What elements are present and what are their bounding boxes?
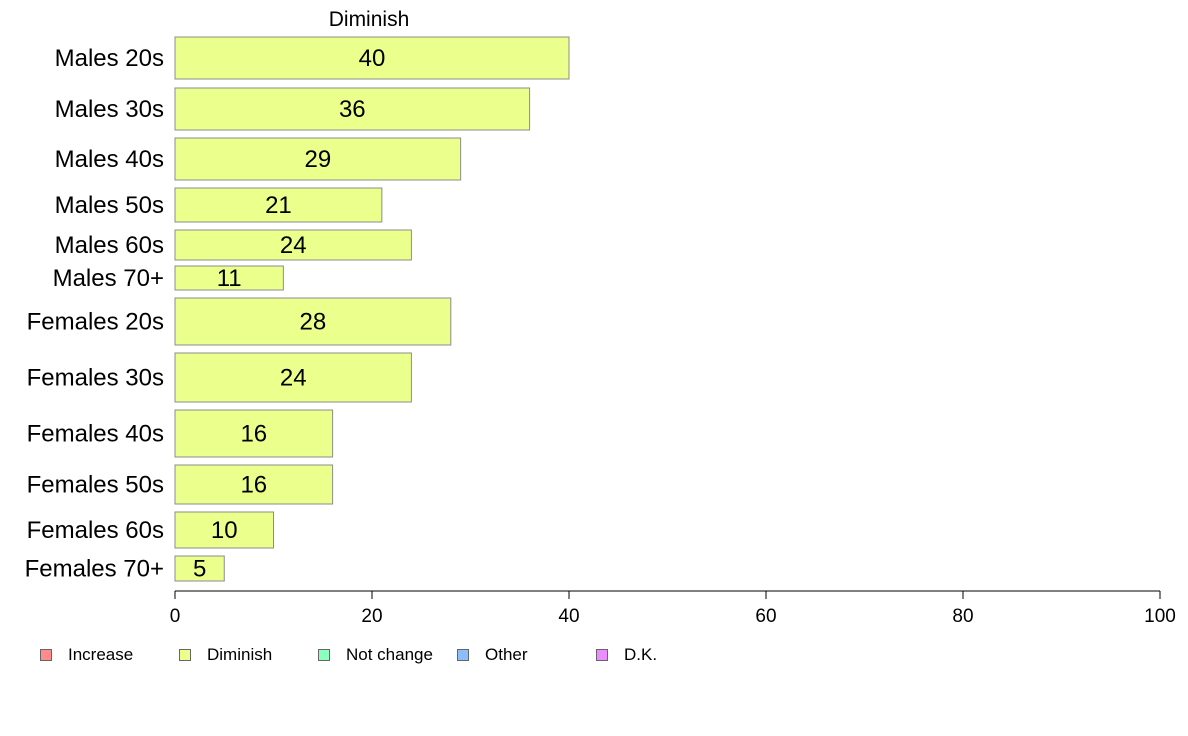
legend-swatch bbox=[596, 649, 608, 661]
category-label: Males 60s bbox=[55, 232, 164, 259]
bar bbox=[174, 352, 412, 403]
data-label: 5 bbox=[193, 556, 206, 583]
legend-label: D.K. bbox=[624, 645, 658, 664]
data-label: 24 bbox=[280, 365, 307, 392]
legend-label: Not change bbox=[346, 645, 433, 664]
legend-label: Diminish bbox=[207, 645, 273, 664]
bar bbox=[174, 187, 383, 223]
bar bbox=[174, 409, 334, 458]
data-label: 28 bbox=[300, 309, 327, 336]
category-label: Females 60s bbox=[27, 517, 164, 544]
bar bbox=[174, 87, 531, 131]
category-label: Males 70+ bbox=[53, 265, 164, 292]
data-label: 16 bbox=[240, 421, 267, 448]
bar bbox=[174, 36, 570, 80]
data-label: 40 bbox=[359, 45, 386, 72]
legend: Increase Diminish Not change Other D.K. bbox=[40, 646, 740, 666]
legend-swatch bbox=[179, 649, 191, 661]
legend-swatch bbox=[457, 649, 469, 661]
legend-swatch bbox=[318, 649, 330, 661]
x-tick-label: 40 bbox=[558, 606, 579, 627]
data-label: 21 bbox=[265, 192, 292, 219]
x-tick-label: 80 bbox=[952, 606, 973, 627]
category-label: Females 70+ bbox=[25, 556, 164, 583]
bar bbox=[174, 265, 284, 291]
bar bbox=[174, 137, 462, 181]
bar bbox=[174, 297, 452, 346]
data-label: 24 bbox=[280, 232, 307, 259]
bar bbox=[174, 511, 274, 549]
data-label: 11 bbox=[217, 265, 242, 292]
x-tick-label: 0 bbox=[170, 606, 181, 627]
legend-swatch bbox=[40, 649, 52, 661]
legend-label: Other bbox=[485, 645, 528, 664]
category-label: Females 20s bbox=[27, 309, 164, 336]
legend-label: Increase bbox=[68, 645, 134, 664]
category-label: Males 20s bbox=[55, 45, 164, 72]
bar bbox=[174, 229, 412, 261]
bar bbox=[174, 555, 225, 582]
x-tick-label: 60 bbox=[755, 606, 776, 627]
x-axis: 0 20 40 60 80 100 bbox=[170, 590, 1176, 627]
legend-item: Increase bbox=[40, 646, 133, 664]
legend-item: D.K. bbox=[596, 646, 657, 664]
data-label: 36 bbox=[339, 96, 366, 123]
bars-group: Males 20s 40 Males 30s 36 Males 40s 29 Males 5… bbox=[25, 36, 570, 583]
legend-item: Diminish bbox=[179, 646, 272, 664]
chart-title: Diminish bbox=[329, 8, 410, 31]
data-label: 10 bbox=[211, 517, 238, 544]
category-label: Females 40s bbox=[27, 421, 164, 448]
category-label: Males 50s bbox=[55, 192, 164, 219]
bar bbox=[174, 464, 334, 505]
legend-item: Other bbox=[457, 646, 528, 664]
category-label: Females 30s bbox=[27, 365, 164, 392]
category-label: Males 40s bbox=[55, 146, 164, 173]
category-label: Males 30s bbox=[55, 96, 164, 123]
x-tick-label: 100 bbox=[1144, 606, 1176, 627]
x-tick-label: 20 bbox=[361, 606, 382, 627]
legend-item: Not change bbox=[318, 646, 433, 664]
data-label: 16 bbox=[240, 472, 267, 499]
category-label: Females 50s bbox=[27, 472, 164, 499]
data-label: 29 bbox=[304, 146, 331, 173]
